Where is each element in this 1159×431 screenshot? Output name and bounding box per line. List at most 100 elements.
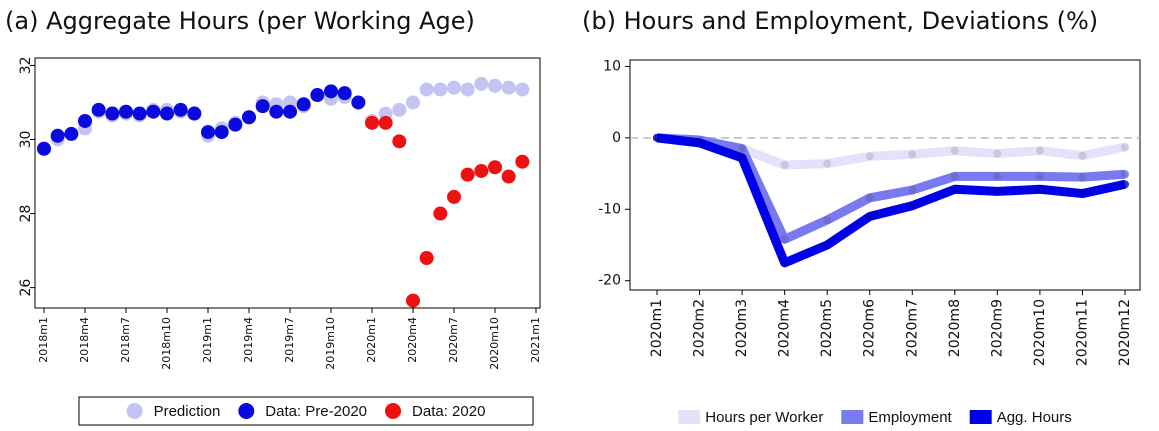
- x-tick-label: 2019m4: [242, 317, 255, 363]
- legend-swatch: [126, 403, 143, 419]
- point: [228, 117, 243, 132]
- point: [823, 241, 832, 249]
- legend-label: Agg. Hours: [997, 409, 1072, 426]
- point: [1121, 143, 1129, 152]
- line: [656, 133, 1126, 244]
- legend-label: Data: 2020: [412, 403, 485, 420]
- point: [515, 82, 530, 97]
- legend-item: Data: 2020: [385, 403, 485, 420]
- point: [1035, 185, 1044, 194]
- x-tick-label: 2020m8: [947, 299, 963, 357]
- point: [780, 235, 789, 244]
- legend-label: Data: Pre-2020: [265, 403, 367, 420]
- x-tick-label: 2020m6: [862, 299, 878, 357]
- legend: Prediction Data: Pre-2020 Data: 2020: [126, 403, 485, 420]
- x-tick-label: 2018m1: [37, 317, 50, 363]
- point: [1078, 173, 1087, 182]
- point: [214, 125, 229, 140]
- point: [908, 150, 917, 159]
- x-tick-label: 2020m5: [819, 299, 835, 357]
- point: [950, 172, 959, 181]
- point: [823, 216, 832, 224]
- x-tick-label: 2020m10: [1032, 299, 1048, 366]
- x-tick-label: 2020m1: [649, 299, 665, 357]
- point: [738, 144, 747, 153]
- y-tick-label: 10: [603, 58, 621, 74]
- point: [78, 113, 92, 128]
- point: [474, 163, 489, 178]
- x-tick-label: 2019m1: [201, 317, 214, 363]
- point: [392, 102, 407, 117]
- legend-item: Agg. Hours: [969, 409, 1072, 426]
- point: [488, 160, 502, 175]
- point: [91, 102, 106, 117]
- x-tick-label: 2019m7: [283, 317, 296, 363]
- line: [656, 133, 1126, 268]
- x-tick-label: 2021m1: [529, 317, 542, 363]
- point: [780, 258, 789, 267]
- point: [419, 82, 434, 97]
- point: [780, 161, 789, 169]
- legend-swatch: [678, 410, 701, 424]
- point: [993, 187, 1002, 196]
- x-tick-label: 2020m7: [904, 299, 920, 357]
- plot-frame: [629, 59, 1141, 291]
- x-tick-label: 2020m1: [365, 317, 378, 363]
- point: [950, 146, 959, 155]
- point: [255, 99, 270, 114]
- point: [488, 78, 502, 93]
- y-tick-label: 32: [18, 56, 34, 74]
- x-tick-label: 2020m7: [447, 317, 460, 363]
- point: [283, 104, 297, 119]
- point: [823, 159, 832, 168]
- point: [865, 193, 874, 202]
- point: [1121, 180, 1129, 189]
- chart-title: (a) Aggregate Hours (per Working Age): [5, 7, 475, 35]
- point: [146, 104, 161, 119]
- legend-swatch: [841, 410, 864, 424]
- x-tick-label: 2018m10: [160, 317, 173, 370]
- point: [64, 126, 79, 141]
- point: [173, 102, 188, 117]
- point: [269, 104, 284, 119]
- point: [132, 106, 147, 121]
- point: [50, 128, 65, 143]
- point: [242, 110, 256, 125]
- plot-frame: [34, 57, 541, 309]
- point: [447, 189, 461, 204]
- point: [351, 95, 366, 110]
- point: [695, 138, 704, 147]
- y-tick-label: 28: [18, 205, 34, 223]
- point: [474, 76, 489, 91]
- point: [187, 106, 202, 121]
- legend-label: Prediction: [154, 403, 221, 420]
- point: [419, 251, 434, 265]
- y-tick-label: 0: [612, 130, 621, 146]
- x-tick-label: 2020m3: [734, 299, 750, 357]
- point: [501, 169, 516, 184]
- point: [392, 134, 407, 149]
- point: [1035, 172, 1044, 181]
- point: [37, 141, 51, 156]
- point: [993, 149, 1002, 158]
- point: [406, 95, 420, 110]
- point: [501, 80, 516, 95]
- point: [337, 86, 352, 101]
- y-tick-label: 26: [18, 279, 34, 297]
- point: [1035, 146, 1044, 155]
- x-tick-label: 2018m7: [119, 317, 132, 363]
- point: [460, 82, 475, 97]
- point: [105, 106, 120, 121]
- legend-label: Hours per Worker: [705, 409, 823, 426]
- legend-label: Employment: [868, 409, 952, 426]
- x-tick-label: 2020m9: [989, 299, 1005, 357]
- legend-swatch: [385, 403, 402, 419]
- legend-item: Hours per Worker: [678, 409, 823, 426]
- point: [433, 82, 448, 97]
- point: [908, 186, 917, 194]
- point: [447, 80, 461, 95]
- point: [160, 106, 174, 121]
- point: [1121, 170, 1129, 179]
- legend-swatch: [969, 410, 992, 424]
- point: [406, 293, 420, 308]
